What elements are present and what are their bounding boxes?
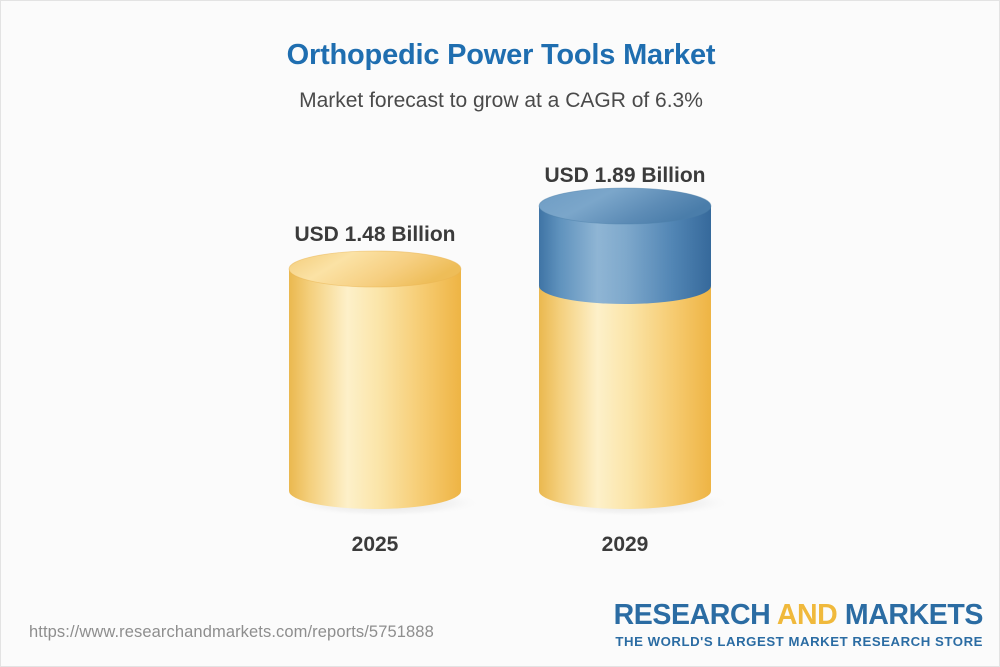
logo-text-and: AND bbox=[776, 599, 838, 631]
cylinder-top-2029 bbox=[539, 188, 711, 224]
chart-subtitle: Market forecast to grow at a CAGR of 6.3… bbox=[299, 89, 703, 112]
cylinder-top-outline-2025 bbox=[288, 250, 462, 288]
logo-tagline: THE WORLD'S LARGEST MARKET RESEARCH STOR… bbox=[615, 633, 983, 649]
bar-value-label-2025: USD 1.48 Billion bbox=[294, 223, 456, 246]
cylinder-body-growth-2029 bbox=[539, 206, 711, 304]
cylinder-bar-2025 bbox=[287, 250, 483, 517]
logo-text-markets: MARKETS bbox=[837, 599, 984, 631]
bar-category-label-2025: 2025 bbox=[351, 533, 399, 556]
source-url[interactable]: https://www.researchandmarkets.com/repor… bbox=[29, 623, 434, 641]
cylinder-top-outline-2029 bbox=[538, 187, 712, 225]
plot-area: USD 1.48 Billion bbox=[1, 1, 999, 601]
research-and-markets-logo[interactable]: RESEARCH AND MARKETS THE WORLD'S LARGEST… bbox=[613, 599, 984, 649]
bar-group-2025[interactable]: USD 1.48 Billion bbox=[287, 1, 483, 601]
cylinder-bar-2029 bbox=[537, 187, 733, 517]
cylinder-top-2025 bbox=[289, 251, 461, 287]
page-title: Orthopedic Power Tools Market bbox=[286, 39, 716, 71]
logo-wordmark: RESEARCH AND MARKETS bbox=[613, 599, 984, 631]
bar-category-label-2029: 2029 bbox=[601, 533, 649, 556]
cylinder-body-2025 bbox=[289, 269, 461, 509]
cylinder-body-base-2029 bbox=[539, 286, 711, 509]
bar-value-label-2029: USD 1.89 Billion bbox=[544, 164, 706, 187]
bar-group-2029[interactable]: USD 1.89 Billion bbox=[537, 1, 733, 601]
logo-text-research: RESEARCH bbox=[613, 599, 777, 631]
